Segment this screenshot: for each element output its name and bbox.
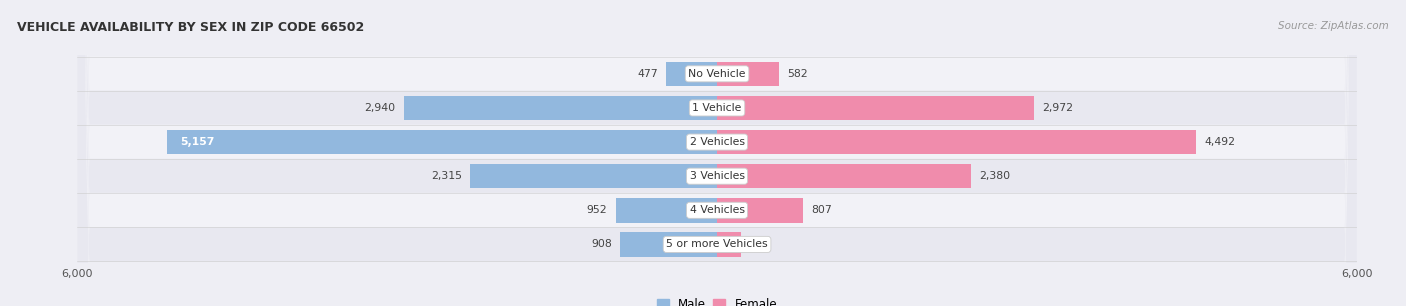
FancyBboxPatch shape <box>77 0 1357 306</box>
Bar <box>717 62 779 86</box>
Bar <box>666 62 717 86</box>
Text: No Vehicle: No Vehicle <box>689 69 745 79</box>
Text: 5,157: 5,157 <box>180 137 214 147</box>
Text: 582: 582 <box>787 69 808 79</box>
Bar <box>717 96 1033 120</box>
Text: 5 or more Vehicles: 5 or more Vehicles <box>666 239 768 249</box>
Text: 1 Vehicle: 1 Vehicle <box>692 103 742 113</box>
Text: 3 Vehicles: 3 Vehicles <box>689 171 745 181</box>
FancyBboxPatch shape <box>77 0 1357 306</box>
Text: Source: ZipAtlas.com: Source: ZipAtlas.com <box>1278 21 1389 32</box>
Bar <box>717 198 803 222</box>
Bar <box>717 232 741 257</box>
Bar <box>404 96 717 120</box>
Text: 477: 477 <box>637 69 658 79</box>
Bar <box>620 232 717 257</box>
Bar <box>717 164 970 188</box>
Text: 4 Vehicles: 4 Vehicles <box>689 205 745 215</box>
Text: VEHICLE AVAILABILITY BY SEX IN ZIP CODE 66502: VEHICLE AVAILABILITY BY SEX IN ZIP CODE … <box>17 21 364 34</box>
FancyBboxPatch shape <box>77 0 1357 306</box>
Text: 952: 952 <box>586 205 607 215</box>
Text: 2,940: 2,940 <box>364 103 395 113</box>
Text: 2,972: 2,972 <box>1042 103 1073 113</box>
Text: 2 Vehicles: 2 Vehicles <box>689 137 745 147</box>
Text: 807: 807 <box>811 205 832 215</box>
Text: 908: 908 <box>591 239 612 249</box>
Text: 225: 225 <box>749 239 770 249</box>
FancyBboxPatch shape <box>77 0 1357 306</box>
FancyBboxPatch shape <box>77 0 1357 306</box>
Text: 4,492: 4,492 <box>1205 137 1236 147</box>
Bar <box>616 198 717 222</box>
Bar <box>167 130 717 154</box>
Text: 2,315: 2,315 <box>430 171 461 181</box>
FancyBboxPatch shape <box>77 0 1357 306</box>
Bar <box>717 130 1197 154</box>
Bar <box>470 164 717 188</box>
Text: 2,380: 2,380 <box>980 171 1011 181</box>
Legend: Male, Female: Male, Female <box>652 293 782 306</box>
